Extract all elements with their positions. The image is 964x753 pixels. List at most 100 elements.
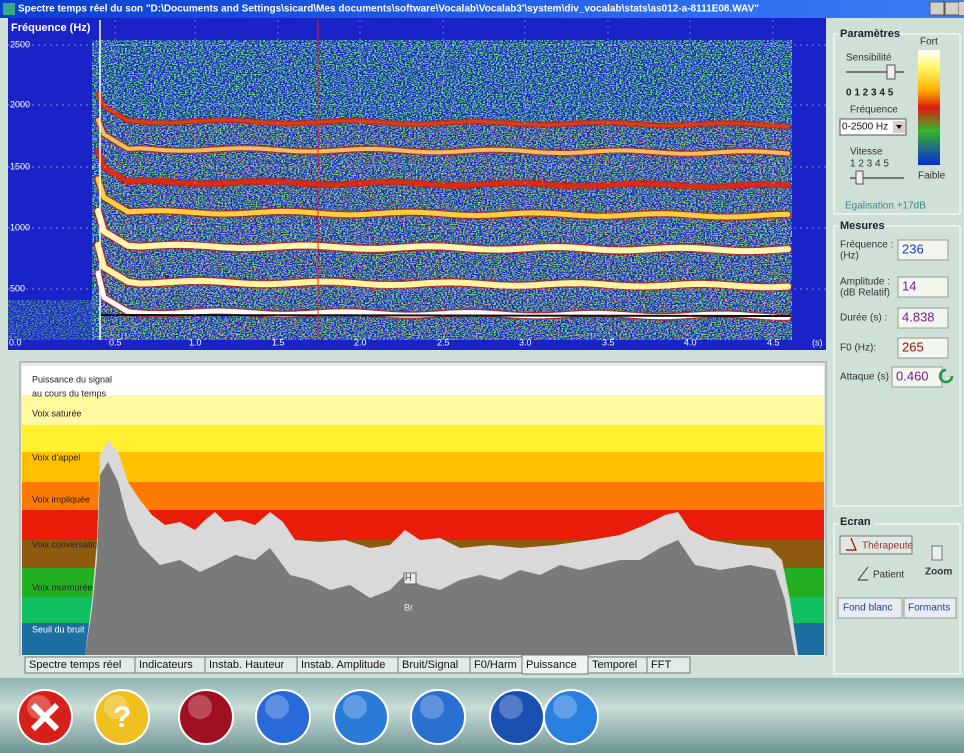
y-tick-label: 2500 — [10, 39, 30, 49]
x-unit: (s) — [812, 337, 823, 347]
tab-label: Indicateurs — [139, 659, 193, 671]
harmonic — [95, 208, 791, 255]
button-label: Thérapeute — [862, 541, 914, 552]
scale-top: Fort — [920, 37, 938, 48]
therapist-button[interactable] — [839, 535, 913, 555]
zoom-toggle[interactable] — [931, 545, 943, 561]
harmonic — [95, 242, 791, 291]
measure-box — [897, 276, 949, 298]
close-icon — [30, 702, 60, 732]
tab-label: FFT — [651, 659, 671, 671]
button-label: Formants — [908, 603, 950, 614]
label: Fréquence — [850, 105, 898, 116]
power-band — [22, 395, 824, 425]
band-label: Voix conversationn — [32, 539, 108, 549]
help-button[interactable] — [94, 689, 150, 745]
equalisation: Egalisation +17dB — [845, 201, 926, 212]
grid: 2500 2000 1500 1000 500 0.0 0.5 1.0 1.5 2.0 2.5 3.0… — [8, 20, 826, 347]
erase-button[interactable] — [255, 689, 311, 745]
button-label[interactable]: Patient — [873, 570, 904, 581]
icon-shine — [104, 695, 128, 719]
y-tick-label: 1500 — [10, 161, 30, 171]
close-button[interactable] — [959, 2, 964, 15]
speed-slider[interactable] — [855, 170, 864, 185]
label: Vitesse — [850, 147, 883, 158]
button-label: Zoom — [925, 567, 952, 578]
spectrogram-noise — [8, 300, 98, 340]
measure-value: 265 — [902, 339, 924, 354]
band-label: Voix murmurée — [32, 582, 93, 592]
band-label: Seuil du bruit — [32, 624, 85, 634]
band-label: Puissance du signal — [32, 374, 112, 384]
x-tick-label: 4.0 — [684, 337, 697, 347]
refresh-icon[interactable] — [938, 368, 954, 384]
help-icon: ? — [113, 701, 131, 734]
label: Sensibilité — [846, 53, 892, 64]
tab-label: Spectre temps réel — [29, 659, 121, 671]
harmonic — [96, 92, 790, 128]
power-band — [22, 482, 824, 510]
side-panel: Paramètres Fort Faible Sensibilité 0 1 2… — [830, 20, 964, 675]
group-heading: Paramètres — [840, 28, 900, 40]
harmonic — [95, 176, 791, 220]
harmonic — [96, 149, 790, 189]
title-bar — [0, 0, 964, 18]
measure-label: Amplitude : — [840, 277, 890, 288]
tab-label: Puissance — [526, 659, 577, 671]
minimize-button[interactable] — [929, 1, 945, 16]
x-tick-label: 1.5 — [272, 337, 285, 347]
measure-label: Durée (s) : — [840, 313, 887, 324]
app-icon — [3, 3, 15, 15]
tab[interactable] — [646, 656, 691, 674]
sensitivity-slider[interactable] — [886, 64, 896, 80]
measure-box — [891, 366, 943, 388]
measure-box — [897, 337, 949, 359]
x-tick-label: 3.0 — [519, 337, 532, 347]
tape-button[interactable] — [333, 689, 389, 745]
group-box — [833, 523, 961, 675]
formants-button[interactable] — [903, 597, 957, 619]
band-label: Voix d'appel — [32, 452, 80, 462]
icon-shine — [553, 695, 577, 719]
measure-label: (dB Relatif) — [840, 288, 890, 299]
band-label: Voix saturée — [32, 408, 82, 418]
open-button[interactable] — [410, 689, 466, 745]
scale-labels: 1 2 3 4 5 — [850, 159, 889, 170]
power-panel: Puissance du signal au cours du temps Voix… — [19, 361, 827, 658]
measure-box — [897, 239, 949, 261]
measure-label: Fréquence : — [840, 240, 893, 251]
button-label: Fond blanc — [843, 603, 892, 614]
y-tick-label: 500 — [10, 283, 25, 293]
report-button[interactable] — [543, 689, 599, 745]
harmonic — [96, 118, 790, 156]
power-band — [22, 452, 824, 482]
toolbar — [0, 678, 964, 753]
fundamental — [99, 314, 791, 317]
tab-label: Instab. Amplitude — [301, 659, 385, 671]
record-button[interactable] — [178, 689, 234, 745]
white-bg-button[interactable] — [837, 597, 903, 619]
select-value: 0-2500 Hz — [842, 122, 888, 133]
group-heading: Ecran — [840, 516, 871, 528]
tab-label: Instab. Hauteur — [209, 659, 285, 671]
tab-label: Temporel — [592, 659, 637, 671]
measure-value: 4.838 — [902, 309, 935, 324]
frequency-select[interactable] — [839, 118, 907, 136]
y-tick-label: 2000 — [10, 99, 30, 109]
group-heading: Mesures — [840, 220, 885, 232]
measure-value: 0.460 — [896, 368, 929, 383]
marker-label: Br — [404, 602, 413, 612]
x-tick-label: 2.0 — [354, 337, 367, 347]
tab-label: F0/Harm — [474, 659, 517, 671]
marker-box — [403, 572, 417, 585]
measure-box — [897, 307, 949, 329]
tab-label: Bruit/Signal — [402, 659, 458, 671]
x-tick-label: 0.0 — [9, 337, 22, 347]
measure-value: 236 — [902, 241, 924, 256]
maximize-button[interactable] — [944, 1, 960, 16]
group-box — [833, 225, 961, 507]
marker-label: H — [405, 572, 412, 582]
x-tick-label: 0.5 — [109, 337, 122, 347]
